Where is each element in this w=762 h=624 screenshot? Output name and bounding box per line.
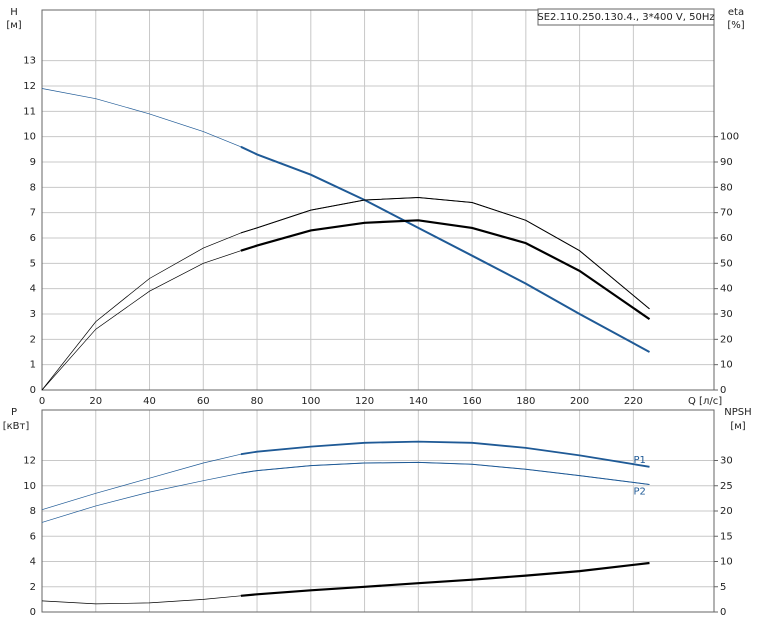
y2-tick-label: 5 <box>720 582 726 593</box>
y2-tick-label: 0 <box>720 607 726 618</box>
series-label: P1 <box>633 455 645 466</box>
y-label: H <box>10 7 18 18</box>
y-tick-label: 6 <box>30 233 36 244</box>
legend-box <box>537 8 715 26</box>
y-tick-label: 10 <box>23 132 36 143</box>
series-line-duty <box>240 461 650 485</box>
y-unit: [м] <box>6 20 21 31</box>
x-tick-label: 20 <box>89 396 102 407</box>
series-line-duty <box>240 219 651 321</box>
y-tick-label: 6 <box>30 531 36 542</box>
y-tick-label: 11 <box>23 106 36 117</box>
y2-tick-label: 10 <box>720 360 733 371</box>
y2-unit: [м] <box>730 421 745 432</box>
y-tick-label: 12 <box>23 456 36 467</box>
legend-text: SE2.110.250.130.4., 3*400 V, 50Hz <box>537 12 714 23</box>
y-unit: [кВт] <box>3 421 30 432</box>
x-tick-label: 120 <box>355 396 374 407</box>
y-tick-label: 5 <box>30 258 36 269</box>
y-tick-label: 1 <box>30 360 36 371</box>
x-label: Q [л/с] <box>688 396 722 407</box>
y2-tick-label: 50 <box>720 258 733 269</box>
y-tick-label: 4 <box>30 284 36 295</box>
y2-tick-label: 30 <box>720 456 733 467</box>
y-label: P <box>11 407 17 418</box>
y-tick-label: 9 <box>30 157 36 168</box>
x-tick-label: 40 <box>143 396 156 407</box>
y2-tick-label: 20 <box>720 334 733 345</box>
y2-tick-label: 70 <box>720 208 733 219</box>
series-line-duty <box>240 196 650 310</box>
y2-tick-label: 20 <box>720 506 733 517</box>
series-line-duty <box>240 145 650 353</box>
y-tick-label: 13 <box>23 56 36 67</box>
x-tick-label: 180 <box>516 396 535 407</box>
x-tick-label: 0 <box>39 396 45 407</box>
series-line-duty <box>240 440 650 468</box>
x-tick-label: 80 <box>251 396 264 407</box>
y-tick-label: 7 <box>30 208 36 219</box>
y-tick-label: 0 <box>30 385 36 396</box>
x-tick-label: 160 <box>463 396 482 407</box>
y-tick-label: 4 <box>30 557 36 568</box>
y-tick-label: 10 <box>23 481 36 492</box>
y2-tick-label: 10 <box>720 557 733 568</box>
y-tick-label: 8 <box>30 182 36 193</box>
y-tick-label: 8 <box>30 506 36 517</box>
y2-unit: [%] <box>727 20 744 31</box>
x-tick-label: 200 <box>570 396 589 407</box>
x-tick-label: 100 <box>301 396 320 407</box>
series-line-duty <box>240 561 650 597</box>
y2-tick-label: 0 <box>720 385 726 396</box>
y-tick-label: 2 <box>30 582 36 593</box>
y2-tick-label: 80 <box>720 182 733 193</box>
plot-frame <box>41 9 715 391</box>
y2-tick-label: 25 <box>720 481 733 492</box>
y-tick-label: 3 <box>30 309 36 320</box>
series-label: P2 <box>633 486 645 497</box>
y-tick-label: 12 <box>23 81 36 92</box>
y2-tick-label: 30 <box>720 309 733 320</box>
y2-tick-label: 60 <box>720 233 733 244</box>
y2-tick-label: 15 <box>720 531 733 542</box>
x-tick-label: 140 <box>409 396 428 407</box>
x-tick-label: 220 <box>624 396 643 407</box>
y2-tick-label: 100 <box>720 132 739 143</box>
y2-tick-label: 90 <box>720 157 733 168</box>
y-tick-label: 0 <box>30 607 36 618</box>
y2-label: eta <box>728 7 744 18</box>
y2-tick-label: 40 <box>720 284 733 295</box>
x-tick-label: 60 <box>197 396 210 407</box>
y2-label: NPSH <box>724 407 751 418</box>
y-tick-label: 2 <box>30 334 36 345</box>
